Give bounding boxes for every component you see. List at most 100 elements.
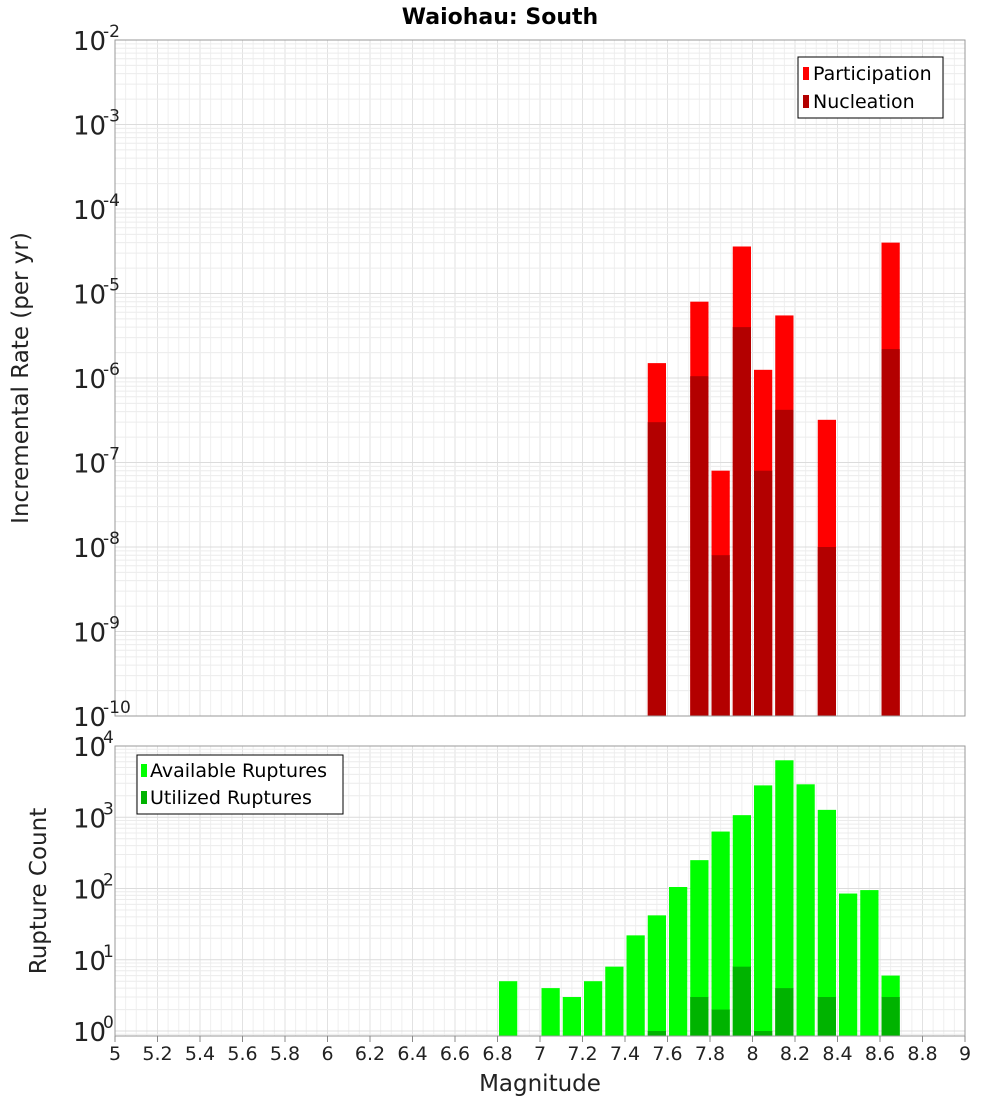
- x-tick-label: 7.6: [652, 1043, 682, 1065]
- x-tick-label: 8.2: [780, 1043, 810, 1065]
- x-tick-label: 5: [109, 1043, 121, 1065]
- y-tick-label: 10: [73, 196, 106, 226]
- bar-available-ruptures: [775, 760, 794, 1036]
- x-tick-label: 6.4: [397, 1043, 427, 1065]
- x-tick-label: 8.8: [907, 1043, 937, 1065]
- legend-swatch-participation: [803, 67, 809, 80]
- bar-nucleation: [754, 470, 773, 716]
- y-tick-exponent: -9: [103, 614, 120, 634]
- y-tick-exponent: -5: [103, 276, 120, 296]
- bar-available-ruptures: [817, 809, 836, 1036]
- x-axis-label: Magnitude: [479, 1071, 601, 1097]
- y-tick-exponent: -7: [103, 445, 120, 465]
- x-tick-label: 5.4: [185, 1043, 215, 1065]
- bar-available-ruptures: [605, 966, 624, 1036]
- y-tick-label: 10: [73, 703, 106, 733]
- bar-available-ruptures: [860, 890, 879, 1036]
- count-panel-bars: [499, 760, 900, 1036]
- bar-available-ruptures: [839, 893, 858, 1036]
- x-tick-label: 7: [534, 1043, 546, 1065]
- x-tick-label: 8.6: [865, 1043, 895, 1065]
- legend-swatch-utilized-ruptures: [141, 791, 147, 804]
- rate-panel-bars: [647, 242, 900, 717]
- rate-panel-legend: Participation Nucleation: [797, 56, 944, 119]
- y-tick-exponent: 3: [103, 799, 114, 819]
- bar-nucleation: [711, 555, 730, 716]
- x-tick-label: 8.4: [822, 1043, 852, 1065]
- rate-panel-border: [114, 39, 966, 717]
- y-tick-label: 10: [73, 365, 106, 395]
- y-tick-exponent: 0: [103, 1013, 114, 1033]
- legend-label-nucleation: Nucleation: [813, 91, 915, 113]
- x-tick-label: 7.8: [695, 1043, 725, 1065]
- y-tick-label: 10: [73, 876, 106, 906]
- x-tick-label: 5.8: [270, 1043, 300, 1065]
- y-tick-label: 10: [73, 1018, 106, 1048]
- chart-title: Waiohau: South: [402, 5, 598, 30]
- bar-nucleation: [881, 349, 900, 716]
- y-tick-label: 10: [73, 450, 106, 480]
- x-tick-label: 9: [959, 1043, 971, 1065]
- bar-utilized-ruptures: [732, 966, 751, 1036]
- y-tick-exponent: -4: [103, 191, 120, 211]
- y-tick-exponent: 4: [103, 728, 114, 748]
- legend-swatch-nucleation: [803, 95, 809, 108]
- bar-utilized-ruptures: [775, 988, 794, 1036]
- y-tick-label: 10: [73, 733, 106, 763]
- bar-available-ruptures: [669, 886, 688, 1036]
- bar-utilized-ruptures: [690, 997, 709, 1036]
- x-tick-label: 7.4: [610, 1043, 640, 1065]
- bar-available-ruptures: [754, 785, 773, 1036]
- bar-nucleation: [775, 409, 794, 716]
- y-tick-label: 10: [73, 27, 106, 57]
- y-tick-exponent: -10: [103, 698, 131, 718]
- bar-nucleation: [732, 327, 751, 716]
- bar-nucleation: [817, 547, 836, 716]
- count-panel-legend: Available Ruptures Utilized Ruptures: [136, 754, 344, 815]
- x-tick-label: 6.6: [440, 1043, 470, 1065]
- y-tick-label: 10: [73, 804, 106, 834]
- y-tick-label: 10: [73, 619, 106, 649]
- bar-available-ruptures: [499, 981, 518, 1036]
- bar-available-ruptures: [647, 915, 666, 1036]
- rate-panel-grid: [114, 39, 966, 717]
- y-tick-label: 10: [73, 534, 106, 564]
- bar-available-ruptures: [626, 935, 645, 1036]
- y-tick-exponent: -2: [103, 22, 120, 42]
- y-tick-exponent: -8: [103, 529, 120, 549]
- y-tick-label: 10: [73, 947, 106, 977]
- x-tick-label: 5.6: [227, 1043, 257, 1065]
- bar-utilized-ruptures: [754, 1031, 773, 1036]
- legend-swatch-available-ruptures: [141, 764, 147, 777]
- legend-box: [797, 56, 944, 119]
- bar-utilized-ruptures: [647, 1031, 666, 1036]
- x-tick-label: 6: [321, 1043, 333, 1065]
- bar-utilized-ruptures: [817, 997, 836, 1036]
- bar-nucleation: [690, 376, 709, 716]
- bar-available-ruptures: [711, 831, 730, 1036]
- x-tick-label: 5.2: [142, 1043, 172, 1065]
- legend-label-participation: Participation: [813, 63, 932, 85]
- bar-nucleation: [647, 422, 666, 716]
- legend-box: [136, 754, 344, 815]
- bar-available-ruptures: [796, 784, 815, 1036]
- rate-panel-y-axis-label: Incremental Rate (per yr): [8, 232, 34, 524]
- y-tick-exponent: -6: [103, 360, 120, 380]
- bar-utilized-ruptures: [881, 997, 900, 1036]
- count-panel-y-axis-label: Rupture Count: [26, 808, 52, 974]
- x-tick-label: 6.2: [355, 1043, 385, 1065]
- count-panel-grid: [114, 745, 966, 1036]
- y-tick-exponent: -3: [103, 107, 120, 127]
- x-tick-label: 8: [746, 1043, 758, 1065]
- bar-available-ruptures: [562, 997, 581, 1036]
- bar-available-ruptures: [584, 981, 603, 1036]
- x-tick-label: 6.8: [482, 1043, 512, 1065]
- bar-utilized-ruptures: [711, 1009, 730, 1036]
- bar-available-ruptures: [541, 988, 560, 1036]
- y-tick-label: 10: [73, 281, 106, 311]
- y-tick-exponent: 2: [103, 871, 114, 891]
